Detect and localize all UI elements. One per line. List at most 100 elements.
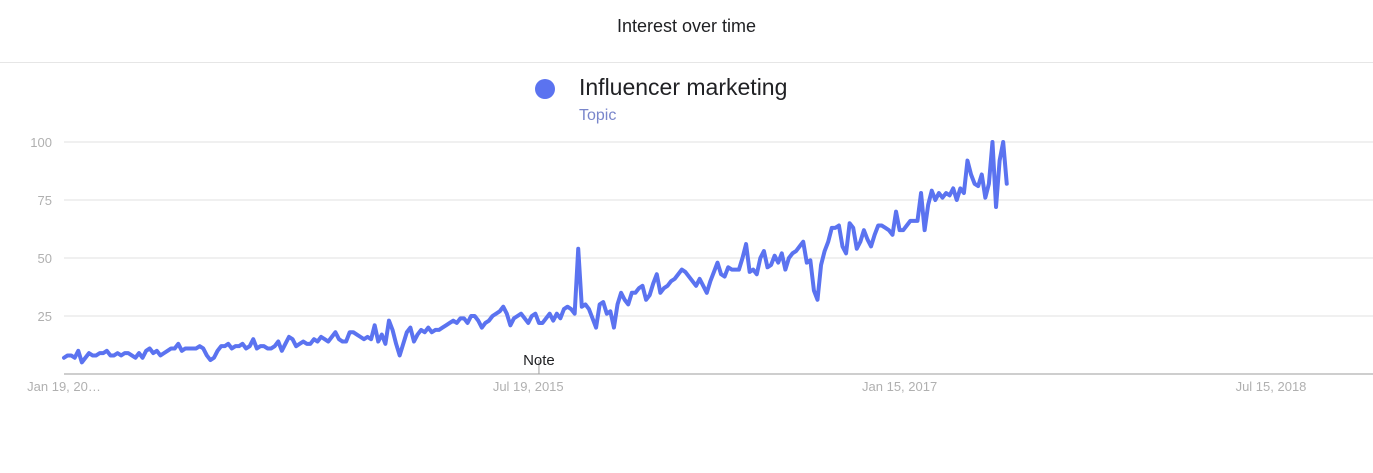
data-point[interactable] — [626, 302, 630, 306]
data-point[interactable] — [294, 344, 298, 348]
data-point[interactable] — [276, 340, 280, 344]
data-point[interactable] — [712, 270, 716, 274]
data-point[interactable] — [637, 286, 641, 290]
data-point[interactable] — [419, 328, 423, 332]
data-point[interactable] — [430, 330, 434, 334]
data-point[interactable] — [230, 346, 234, 350]
data-point[interactable] — [423, 330, 427, 334]
data-point[interactable] — [923, 228, 927, 232]
data-point[interactable] — [244, 346, 248, 350]
data-point[interactable] — [380, 333, 384, 337]
data-point[interactable] — [112, 353, 116, 357]
data-point[interactable] — [158, 353, 162, 357]
data-point[interactable] — [258, 344, 262, 348]
data-point[interactable] — [548, 312, 552, 316]
data-point[interactable] — [790, 251, 794, 255]
data-point[interactable] — [401, 342, 405, 346]
data-point[interactable] — [708, 279, 712, 283]
data-point[interactable] — [326, 340, 330, 344]
data-point[interactable] — [730, 268, 734, 272]
data-point[interactable] — [776, 261, 780, 265]
data-point[interactable] — [523, 316, 527, 320]
data-point[interactable] — [980, 172, 984, 176]
data-point[interactable] — [662, 286, 666, 290]
data-point[interactable] — [698, 277, 702, 281]
data-point[interactable] — [701, 284, 705, 288]
data-point[interactable] — [66, 353, 70, 357]
data-point[interactable] — [212, 356, 216, 360]
data-point[interactable] — [330, 335, 334, 339]
data-point[interactable] — [233, 344, 237, 348]
data-point[interactable] — [526, 321, 530, 325]
data-point[interactable] — [983, 196, 987, 200]
data-point[interactable] — [262, 344, 266, 348]
data-point[interactable] — [783, 268, 787, 272]
data-point[interactable] — [558, 316, 562, 320]
data-point[interactable] — [623, 298, 627, 302]
data-point[interactable] — [819, 263, 823, 267]
data-point[interactable] — [508, 323, 512, 327]
data-point[interactable] — [216, 349, 220, 353]
data-point[interactable] — [441, 326, 445, 330]
data-point[interactable] — [769, 263, 773, 267]
data-point[interactable] — [744, 242, 748, 246]
data-point[interactable] — [905, 224, 909, 228]
data-point[interactable] — [680, 268, 684, 272]
data-point[interactable] — [551, 319, 555, 323]
data-point[interactable] — [341, 340, 345, 344]
data-point[interactable] — [812, 288, 816, 292]
data-point[interactable] — [166, 349, 170, 353]
data-point[interactable] — [930, 189, 934, 193]
data-point[interactable] — [312, 337, 316, 341]
data-point[interactable] — [723, 275, 727, 279]
data-point[interactable] — [273, 344, 277, 348]
data-point[interactable] — [376, 340, 380, 344]
data-point[interactable] — [351, 330, 355, 334]
data-point[interactable] — [226, 342, 230, 346]
data-point[interactable] — [848, 221, 852, 225]
data-point[interactable] — [191, 346, 195, 350]
data-point[interactable] — [266, 346, 270, 350]
data-point[interactable] — [344, 340, 348, 344]
data-point[interactable] — [801, 240, 805, 244]
data-point[interactable] — [469, 314, 473, 318]
data-point[interactable] — [133, 356, 137, 360]
data-point[interactable] — [94, 353, 98, 357]
data-point[interactable] — [1001, 140, 1005, 144]
data-point[interactable] — [491, 314, 495, 318]
data-point[interactable] — [955, 198, 959, 202]
data-point[interactable] — [733, 268, 737, 272]
data-point[interactable] — [91, 353, 95, 357]
data-point[interactable] — [501, 305, 505, 309]
data-point[interactable] — [901, 228, 905, 232]
data-point[interactable] — [519, 312, 523, 316]
data-point[interactable] — [101, 351, 105, 355]
data-point[interactable] — [748, 270, 752, 274]
data-point[interactable] — [541, 321, 545, 325]
data-point[interactable] — [726, 265, 730, 269]
data-point[interactable] — [962, 191, 966, 195]
data-point[interactable] — [373, 323, 377, 327]
data-point[interactable] — [412, 340, 416, 344]
data-point[interactable] — [619, 291, 623, 295]
data-point[interactable] — [758, 256, 762, 260]
data-point[interactable] — [205, 353, 209, 357]
data-point[interactable] — [348, 330, 352, 334]
data-point[interactable] — [323, 337, 327, 341]
data-point[interactable] — [498, 309, 502, 313]
data-point[interactable] — [516, 314, 520, 318]
data-point[interactable] — [641, 284, 645, 288]
data-point[interactable] — [494, 312, 498, 316]
data-point[interactable] — [873, 233, 877, 237]
note-annotation[interactable]: Note — [523, 352, 555, 369]
data-point[interactable] — [830, 226, 834, 230]
data-point[interactable] — [80, 360, 84, 364]
data-point[interactable] — [562, 307, 566, 311]
data-point[interactable] — [176, 342, 180, 346]
data-point[interactable] — [851, 226, 855, 230]
data-point[interactable] — [594, 326, 598, 330]
data-point[interactable] — [987, 182, 991, 186]
data-point[interactable] — [383, 342, 387, 346]
data-point[interactable] — [976, 184, 980, 188]
